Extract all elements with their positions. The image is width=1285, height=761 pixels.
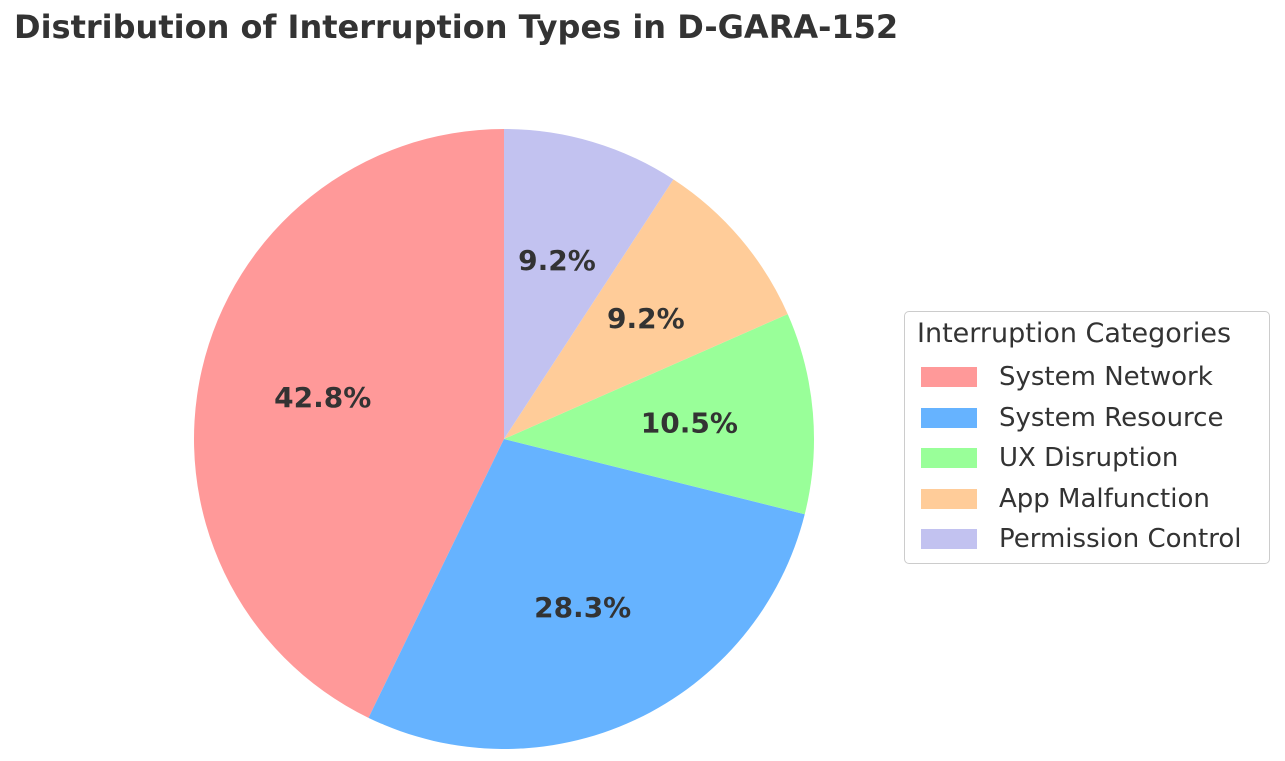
legend: Interruption Categories System Network S…	[904, 311, 1270, 564]
legend-item-ux-disruption: UX Disruption	[921, 443, 1178, 473]
legend-label: Permission Control	[999, 524, 1242, 554]
pie-slice-system-resource	[368, 439, 805, 749]
legend-title: Interruption Categories	[917, 318, 1232, 349]
legend-label: System Resource	[999, 403, 1224, 433]
legend-swatch	[921, 408, 977, 428]
legend-item-permission-control: Permission Control	[921, 524, 1241, 554]
legend-item-app-malfunction: App Malfunction	[921, 484, 1210, 514]
slice-percent-label: 9.2%	[518, 244, 596, 277]
legend-swatch	[921, 489, 977, 509]
legend-label: App Malfunction	[999, 484, 1210, 514]
pie-slice-ux-disruption	[504, 314, 814, 515]
slice-percent-label: 28.3%	[534, 591, 631, 624]
legend-item-system-network: System Network	[921, 362, 1213, 392]
pie-slice-system-network	[194, 129, 505, 718]
pie-slice-permission-control	[504, 129, 674, 439]
legend-item-system-resource: System Resource	[921, 403, 1223, 433]
slice-percent-label: 9.2%	[607, 302, 685, 335]
legend-swatch	[921, 367, 977, 387]
slice-percent-label: 10.5%	[641, 407, 738, 440]
legend-label: UX Disruption	[999, 443, 1179, 473]
chart-title: Distribution of Interruption Types in D-…	[14, 8, 899, 46]
slice-percent-label: 42.8%	[274, 381, 371, 414]
legend-label: System Network	[999, 362, 1213, 392]
pie-chart: 42.8% 28.3% 10.5% 9.2% 9.2%	[194, 129, 814, 749]
pie-slice-app-malfunction	[504, 179, 788, 439]
legend-swatch	[921, 448, 977, 468]
legend-swatch	[921, 529, 977, 549]
